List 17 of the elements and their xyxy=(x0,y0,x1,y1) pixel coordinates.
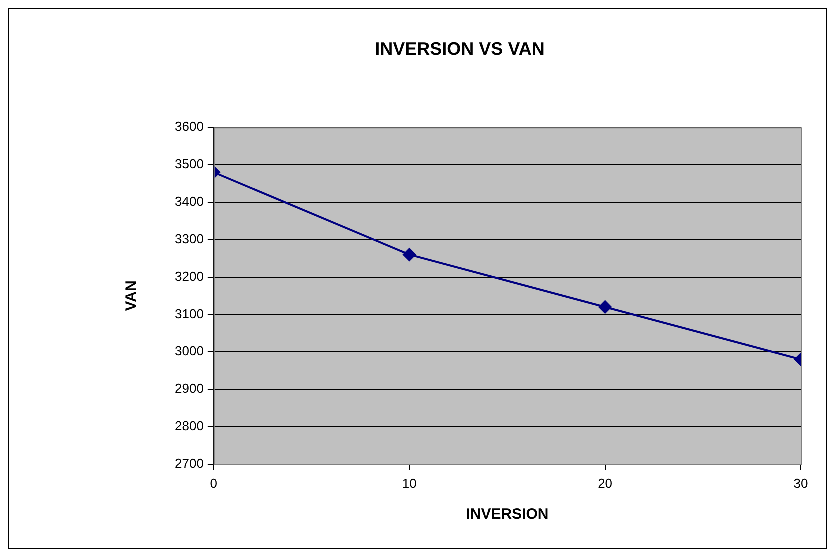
y-tick-label: 3100 xyxy=(175,306,204,322)
y-tick-label: 2900 xyxy=(175,381,204,396)
y-tick-label: 3200 xyxy=(175,268,204,284)
chart-title: INVERSION VS VAN xyxy=(375,38,545,59)
y-tick-label: 3000 xyxy=(175,344,204,359)
y-tick-label: 3500 xyxy=(175,156,204,172)
y-tick-label: 2800 xyxy=(175,418,204,434)
y-tick-label: 2700 xyxy=(175,456,204,471)
y-tick-label: 3300 xyxy=(175,231,204,246)
y-tick-label: 3600 xyxy=(175,119,204,134)
x-tick-label: 10 xyxy=(402,476,417,491)
y-tick-label: 3400 xyxy=(175,194,204,210)
y-axis-title: VAN xyxy=(123,280,140,312)
x-tick-label: 20 xyxy=(598,476,613,491)
x-tick-label: 30 xyxy=(794,476,808,491)
x-axis-title: INVERSION xyxy=(466,506,549,524)
x-tick-label: 0 xyxy=(210,476,218,491)
